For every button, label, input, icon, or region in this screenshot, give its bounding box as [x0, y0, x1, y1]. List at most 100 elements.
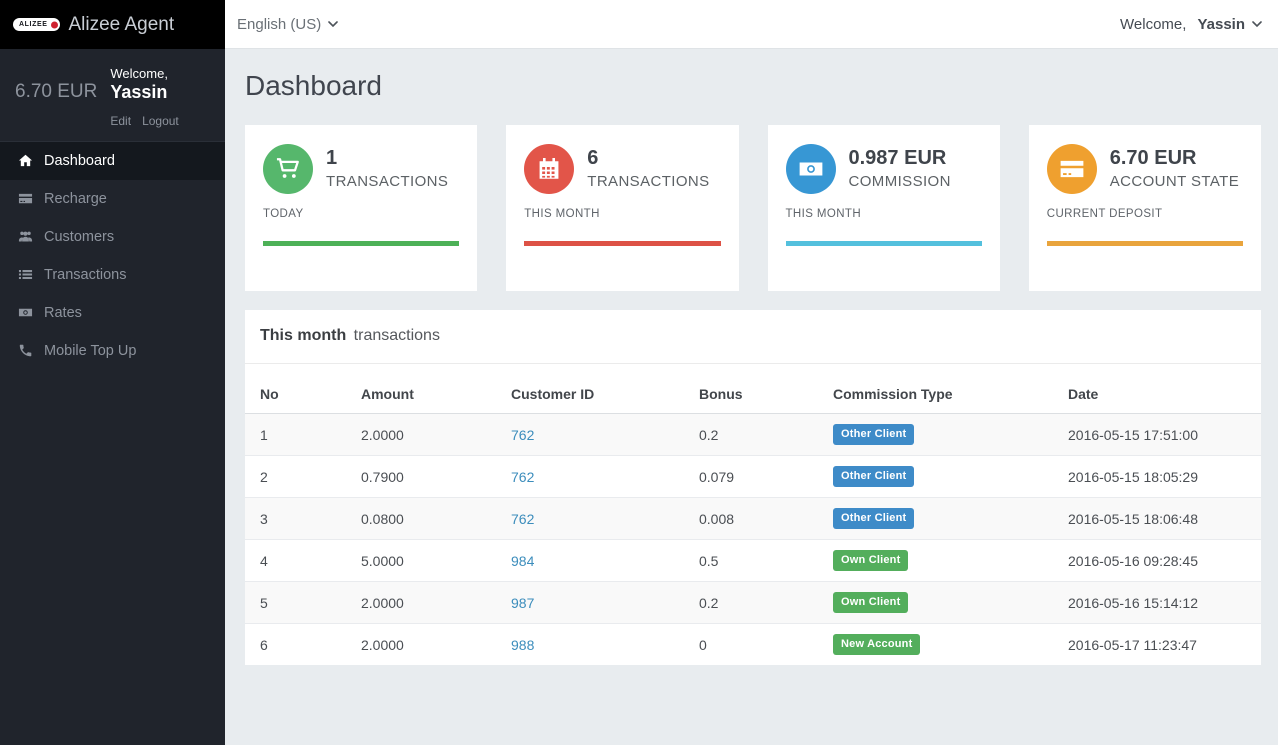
page-title: Dashboard: [245, 70, 382, 101]
stat-value: 1: [326, 147, 338, 169]
panel-title-bold: This month: [260, 327, 347, 344]
main-content: Dashboard 1 TRANSACTIONS TODAY 6 TRANSACTION…: [225, 49, 1278, 745]
date-cell: 2016-05-15 18:06:48: [1053, 497, 1261, 540]
sidebar-menu: Dashboard Recharge Customers Transactions Ra…: [0, 141, 225, 370]
column-header-commission-type: Commission Type: [818, 372, 1053, 414]
column-header-date: Date: [1053, 372, 1261, 414]
no-cell: 5: [245, 581, 346, 624]
customer-id-link[interactable]: 762: [511, 426, 535, 443]
sidebar-user-panel: 6.70 EUR Welcome, Yassin Edit Logout: [0, 49, 225, 142]
phone-icon: [18, 343, 33, 358]
amount-cell: 0.0800: [346, 497, 496, 540]
table-row: 1 2.0000 762 0.2 Other Client 2016-05-15 17:5…: [245, 413, 1261, 456]
bonus-cell: 0.008: [684, 497, 818, 540]
transactions-table: No Amount Customer ID Bonus Commission Type D…: [245, 372, 1261, 665]
table-head: No Amount Customer ID Bonus Commission Type D…: [245, 372, 1261, 414]
bonus-cell: 0.2: [699, 426, 719, 443]
banknote-icon: [785, 144, 836, 194]
stat-card-transactions-today: 1 TRANSACTIONS TODAY: [245, 125, 478, 291]
credit-card-icon: [1046, 144, 1097, 194]
no-cell: 6: [245, 623, 346, 665]
user-dropdown[interactable]: Welcome, Yassin: [1120, 16, 1262, 33]
customer-id-cell: 988: [496, 623, 684, 665]
panel-title-rest: transactions: [353, 327, 440, 344]
amount-cell: 2.0000: [346, 581, 496, 624]
date-cell: 2016-05-16 09:28:45: [1053, 539, 1261, 582]
stat-label: TRANSACTIONS: [587, 173, 710, 190]
transactions-panel: This month transactions No Amount Customer…: [245, 310, 1261, 665]
customer-id-cell: 984: [496, 539, 684, 582]
no-cell: 4: [245, 539, 346, 582]
stat-value: 6.70 EUR: [1109, 147, 1197, 169]
username-text: Yassin: [1197, 15, 1245, 33]
commission-type-badge: Other Client: [833, 508, 915, 529]
logo-badge-text: ALIZEE: [19, 21, 48, 28]
amount-cell: 2.0000: [361, 426, 404, 443]
stat-label: COMMISSION: [848, 173, 951, 190]
stat-label: ACCOUNT STATE: [1109, 173, 1240, 190]
language-dropdown[interactable]: English (US): [237, 16, 339, 33]
commission-type-badge: New Account: [833, 634, 921, 655]
stat-progress-bar: [785, 241, 982, 246]
chevron-down-icon: [328, 20, 339, 28]
bonus-cell: 0.2: [684, 581, 818, 624]
sidebar-item-label: Customers: [44, 228, 115, 245]
stat-value: 0.987 EUR: [848, 147, 947, 169]
commission-type-cell: Own Client: [818, 539, 1053, 582]
no-cell: 2: [245, 455, 346, 498]
table-body: 1 2.0000 762 0.2 Other Client 2016-05-15 17:5…: [245, 413, 1261, 665]
sidebar-item-rates[interactable]: Rates: [0, 294, 225, 332]
sidebar-item-label: Rates: [44, 304, 82, 321]
sidebar-item-label: Transactions: [44, 266, 127, 283]
no-cell: 3: [245, 497, 346, 540]
column-header-no: No: [245, 372, 346, 414]
logout-link[interactable]: Logout: [142, 113, 179, 128]
users-icon: [18, 229, 33, 244]
bonus-cell: 0: [684, 623, 818, 665]
commission-type-cell: Other Client: [818, 414, 1053, 456]
sidebar-welcome-text: Welcome,: [110, 66, 168, 81]
amount-cell: 0.7900: [346, 455, 496, 498]
date-cell: 2016-05-15 17:51:00: [1068, 426, 1198, 443]
sidebar-item-label: Mobile Top Up: [44, 342, 137, 359]
sidebar-username: Yassin: [110, 82, 168, 102]
customer-id-link[interactable]: 984: [511, 552, 535, 569]
edit-link[interactable]: Edit: [110, 113, 132, 128]
app-name: Alizee Agent: [68, 13, 175, 35]
customer-id-link[interactable]: 988: [511, 636, 535, 653]
topbar-right: English (US) Welcome, Yassin: [225, 0, 1278, 48]
commission-type-cell: Own Client: [818, 581, 1053, 624]
amount-cell: 2.0000: [346, 623, 496, 665]
stat-card-commission-this-month: 0.987 EUR COMMISSION THIS MONTH: [767, 125, 1000, 291]
commission-type-cell: Other Client: [818, 455, 1053, 498]
customer-id-link[interactable]: 762: [511, 510, 535, 527]
list-icon: [18, 267, 33, 282]
sidebar-item-mobile-top-up[interactable]: Mobile Top Up: [0, 332, 225, 370]
bonus-cell: 0.079: [684, 455, 818, 498]
stat-card-transactions-this-month: 6 TRANSACTIONS THIS MONTH: [506, 125, 739, 291]
sidebar-item-label: Dashboard: [44, 152, 115, 169]
sidebar-user-block: Welcome, Yassin Edit Logout: [110, 66, 178, 128]
stat-sublabel: CURRENT DEPOSIT: [1046, 208, 1163, 220]
customer-id-cell: 762: [496, 414, 684, 456]
table-row: 4 5.0000 984 0.5 Own Client 2016-05-16 09:28:…: [245, 539, 1261, 582]
calendar-icon: [524, 144, 575, 194]
no-cell: 1: [260, 426, 268, 443]
cart-icon: [263, 144, 313, 194]
sidebar-user-links: Edit Logout: [110, 114, 178, 128]
table-row: 3 0.0800 762 0.008 Other Client 2016-05-15 18…: [245, 497, 1261, 540]
customer-id-link[interactable]: 987: [511, 594, 535, 611]
sidebar-item-dashboard[interactable]: Dashboard: [0, 141, 225, 180]
sidebar-item-transactions[interactable]: Transactions: [0, 256, 225, 294]
sidebar-item-recharge[interactable]: Recharge: [0, 180, 225, 218]
credit-card-icon: [18, 191, 33, 206]
app-logo[interactable]: ALIZEE Alizee Agent: [0, 0, 225, 49]
date-cell: 2016-05-16 15:14:12: [1053, 581, 1261, 624]
column-header-customer-id: Customer ID: [496, 372, 684, 414]
column-header-bonus: Bonus: [684, 372, 818, 414]
stat-card-account-state-current-deposit: 6.70 EUR ACCOUNT STATE CURRENT DEPOSIT: [1028, 125, 1261, 291]
sidebar-item-customers[interactable]: Customers: [0, 218, 225, 256]
customer-id-link[interactable]: 762: [511, 468, 535, 485]
account-balance: 6.70 EUR: [15, 81, 98, 102]
panel-heading: This month transactions: [245, 310, 1261, 364]
